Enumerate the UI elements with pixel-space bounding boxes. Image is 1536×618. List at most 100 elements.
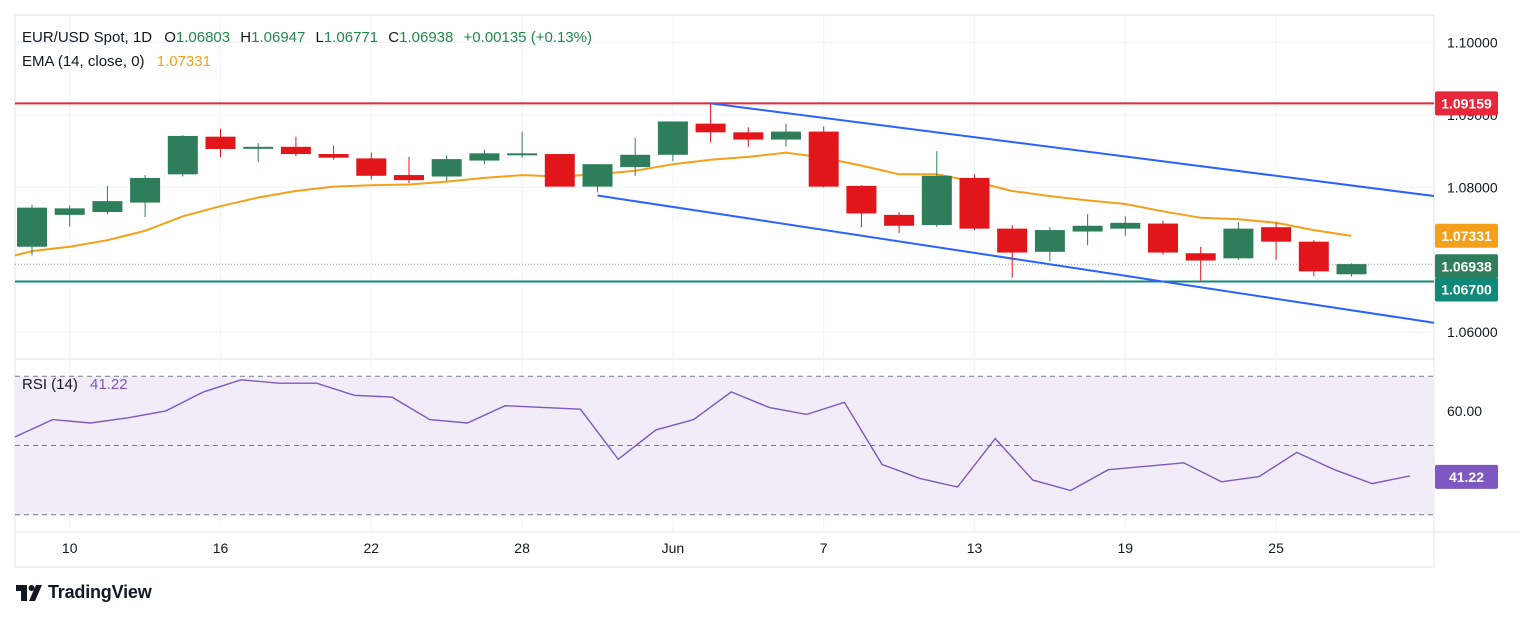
tradingview-logo-icon xyxy=(16,584,42,601)
candle xyxy=(54,205,85,227)
candle xyxy=(808,126,839,188)
candle-body xyxy=(507,153,538,156)
candle xyxy=(507,131,538,158)
candle-body xyxy=(54,208,85,215)
rsi-label: RSI (14) xyxy=(22,376,78,393)
open-label: O xyxy=(164,29,176,46)
candle xyxy=(657,121,688,162)
candle-body xyxy=(17,207,47,247)
candle-body xyxy=(808,131,839,187)
candle xyxy=(1298,240,1329,277)
rsi-tick-label: 60.00 xyxy=(1447,403,1482,419)
candle-body xyxy=(846,185,877,214)
candle-body xyxy=(356,158,387,176)
candle-body xyxy=(130,177,161,203)
legend-rsi: RSI (14) 41.22 xyxy=(22,376,128,393)
candle-body xyxy=(1298,241,1329,272)
candle-body xyxy=(1223,228,1254,259)
time-tick-label: 16 xyxy=(213,540,229,556)
candle-body xyxy=(431,159,462,177)
candle xyxy=(469,149,500,165)
candle-body xyxy=(1110,222,1141,229)
candle xyxy=(17,204,47,256)
candle-body xyxy=(771,131,801,140)
candle-body xyxy=(92,201,123,212)
price-tick-label: 1.08000 xyxy=(1447,179,1498,195)
candle xyxy=(1072,214,1103,246)
candle-body xyxy=(884,214,915,226)
candle-body xyxy=(544,154,575,187)
candle-body xyxy=(620,154,651,168)
horizontal-levels xyxy=(15,102,1434,283)
ema-price-tag-text: 1.07331 xyxy=(1441,228,1492,244)
candle xyxy=(431,155,462,181)
time-axis: 10 16 22 28 Jun 7 13 19 25 xyxy=(62,540,1284,556)
candle xyxy=(205,128,236,157)
rsi-value-tag: 41.22 xyxy=(1435,464,1498,489)
support-price-tag-text: 1.06700 xyxy=(1441,282,1492,298)
candle xyxy=(959,174,990,231)
ema-price-tag-bg xyxy=(1435,223,1498,248)
descending-channel xyxy=(597,102,1435,324)
resistance-price-tag-bg xyxy=(1435,91,1498,116)
ema-series xyxy=(14,151,1352,257)
candlestick-series xyxy=(17,103,1367,281)
candle-body xyxy=(1261,227,1292,242)
candle xyxy=(356,152,387,180)
time-tick-label: 22 xyxy=(364,540,380,556)
candle-body xyxy=(959,177,990,229)
candle-body xyxy=(1034,230,1065,252)
legend-main: EUR/USD Spot, 1D O1.06803 H1.06947 L1.06… xyxy=(22,29,592,46)
candle-body xyxy=(167,135,198,175)
candle xyxy=(280,136,311,157)
time-tick-label: 10 xyxy=(62,540,78,556)
candle xyxy=(695,103,726,143)
candle xyxy=(130,175,161,218)
rsi-line xyxy=(14,379,1411,492)
resistance-price-tag-text: 1.09159 xyxy=(1441,95,1492,111)
candle xyxy=(1185,246,1216,281)
time-tick-label: 25 xyxy=(1268,540,1284,556)
candle xyxy=(620,138,651,176)
channel-lower-line xyxy=(597,194,1435,324)
candle-body xyxy=(997,228,1028,253)
last-price-tag-bg xyxy=(1435,254,1498,279)
candle xyxy=(1336,263,1367,277)
support-price-tag-bg xyxy=(1435,277,1498,302)
candle xyxy=(1148,220,1178,255)
candle-body xyxy=(469,153,500,161)
candle xyxy=(318,145,349,160)
high-label: H xyxy=(240,29,251,46)
candle xyxy=(1223,222,1254,260)
ema-label: EMA (14, close, 0) xyxy=(22,53,145,70)
price-tags: 1.09159 1.07331 1.06938 1.06700 41.22 xyxy=(1435,91,1498,489)
last-price-tag: 1.06938 xyxy=(1435,254,1498,279)
candle-body xyxy=(1072,225,1103,232)
candle-body xyxy=(318,154,349,158)
open-value: 1.06803 xyxy=(176,29,230,46)
time-tick-label: 7 xyxy=(820,540,828,556)
rsi-band xyxy=(15,375,1434,516)
candle xyxy=(1110,216,1141,236)
candle xyxy=(733,127,764,147)
candle xyxy=(771,123,801,147)
candle-body xyxy=(695,123,726,133)
symbol-title: EUR/USD Spot, 1D xyxy=(22,29,152,46)
close-label: C xyxy=(388,29,399,46)
candle xyxy=(884,211,915,233)
candle-body xyxy=(1148,223,1178,253)
time-tick-label: 19 xyxy=(1118,540,1134,556)
high-value: 1.06947 xyxy=(251,29,305,46)
low-value: 1.06771 xyxy=(324,29,378,46)
support-price-tag: 1.06700 xyxy=(1435,277,1498,302)
candle xyxy=(243,143,274,163)
tradingview-brand[interactable]: TradingView xyxy=(16,582,152,603)
candle xyxy=(921,151,952,228)
candle xyxy=(167,135,198,177)
candle-body xyxy=(280,146,311,155)
rsi-value-tag-bg xyxy=(1435,464,1498,489)
legend-ema: EMA (14, close, 0) 1.07331 xyxy=(22,53,211,70)
change-value: +0.00135 (+0.13%) xyxy=(464,29,592,46)
